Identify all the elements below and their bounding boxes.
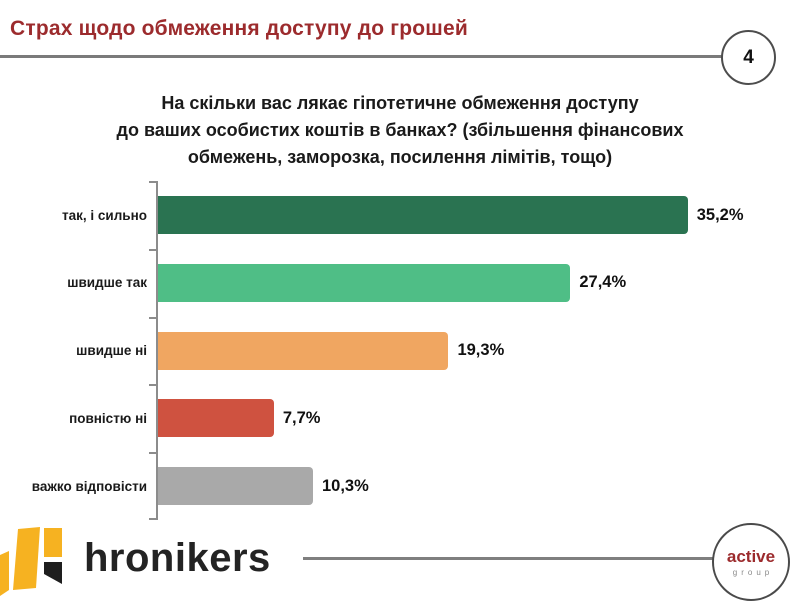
- bar-chart: так, і сильно 35,2% швидше так 27,4% швидше …: [0, 181, 800, 520]
- active-group-logo: active group: [712, 523, 790, 601]
- bar: [158, 331, 449, 370]
- value-label: 35,2%: [696, 205, 744, 224]
- bar-row: повністю ні 7,7%: [0, 384, 800, 452]
- category-label: швидше так: [67, 275, 147, 291]
- axis-tick: [149, 248, 157, 251]
- partner-subtitle: group: [732, 567, 774, 577]
- bar-row: швидше ні 19,3%: [0, 317, 800, 385]
- chart-title-line: На скільки вас лякає гіпотетичне обмежен…: [161, 93, 639, 113]
- header-divider: [0, 55, 724, 58]
- value-label: 27,4%: [579, 273, 627, 292]
- axis-tick: [149, 452, 157, 455]
- bar-row: так, і сильно 35,2%: [0, 181, 800, 249]
- axis-tick: [149, 316, 157, 319]
- bar-row: важко відповісти 10,3%: [0, 452, 800, 520]
- axis-tick: [149, 384, 157, 387]
- bar-row: швидше так 27,4%: [0, 249, 800, 317]
- bar: [158, 467, 313, 506]
- chart-title: На скільки вас лякає гіпотетичне обмежен…: [60, 90, 740, 171]
- bar: [158, 399, 274, 438]
- partner-name: active: [726, 546, 776, 566]
- slide-title: Страх щодо обмеження доступу до грошей: [10, 17, 468, 40]
- value-label: 10,3%: [322, 476, 369, 495]
- page-number-badge: 4: [721, 30, 776, 85]
- axis-tick: [149, 181, 157, 183]
- brand-name: hronikers: [84, 536, 271, 580]
- bar: [158, 263, 571, 302]
- category-label: так, і сильно: [62, 207, 147, 223]
- footer-divider: [303, 557, 715, 560]
- axis-tick: [149, 518, 157, 520]
- hronikers-logo-icon: [0, 524, 70, 601]
- value-label: 7,7%: [282, 408, 321, 427]
- category-label: повністю ні: [69, 410, 147, 426]
- chart-title-line: до ваших особистих коштів в банках? (збі…: [116, 120, 684, 140]
- page-number: 4: [743, 46, 754, 68]
- chart-title-line: обмежень, заморозка, посилення лімітів, …: [187, 147, 613, 167]
- category-label: важко відповісти: [31, 478, 147, 494]
- value-label: 19,3%: [457, 341, 505, 360]
- category-label: швидше ні: [76, 343, 147, 359]
- y-axis-line: [156, 181, 158, 520]
- bar: [158, 196, 688, 234]
